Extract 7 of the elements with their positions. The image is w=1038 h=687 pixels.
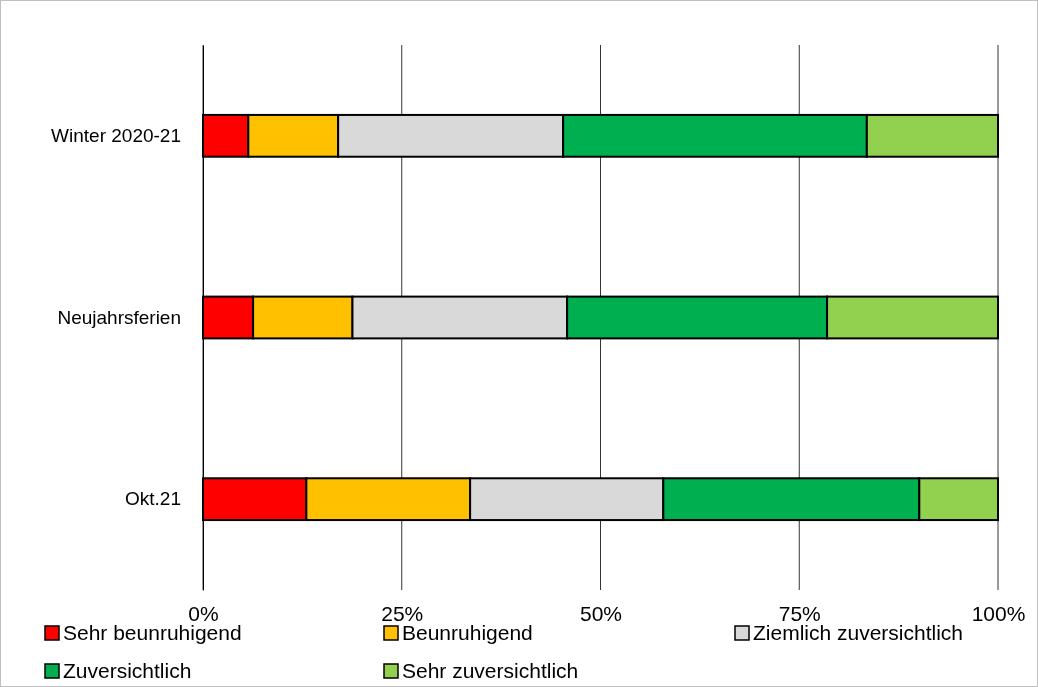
- legend-label: Sehr zuversichtlich: [402, 659, 579, 682]
- x-tick-label: 100%: [971, 601, 1026, 625]
- y-tick-label: Winter 2020-21: [51, 124, 181, 146]
- x-tick-label: 50%: [579, 601, 623, 625]
- y-tick-label: Okt.21: [125, 488, 181, 510]
- y-tick-label: Neujahrsferien: [57, 306, 181, 328]
- legend-label: Zuversichtlich: [63, 659, 192, 682]
